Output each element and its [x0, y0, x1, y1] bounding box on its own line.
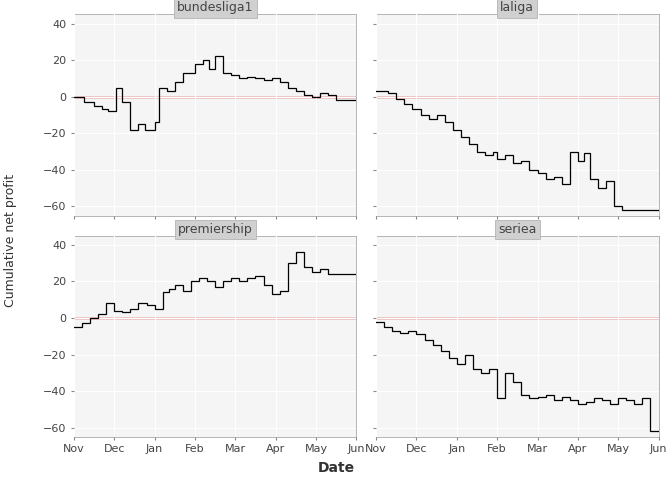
Text: Date: Date: [317, 461, 355, 475]
Title: premiership: premiership: [178, 223, 253, 236]
Title: laliga: laliga: [501, 1, 534, 14]
Title: seriea: seriea: [498, 223, 536, 236]
Text: Cumulative net profit: Cumulative net profit: [3, 173, 17, 307]
Title: bundesliga1: bundesliga1: [177, 1, 253, 14]
